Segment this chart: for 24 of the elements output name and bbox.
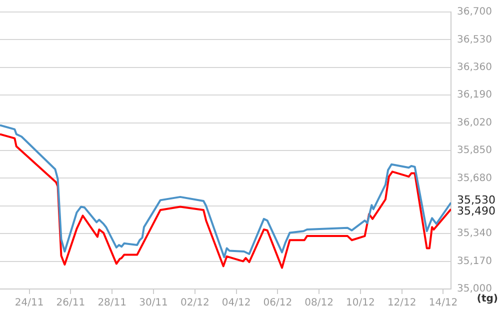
x-tick-label: 28/11 [98, 298, 127, 309]
x-tick-label: 12/12 [387, 298, 416, 309]
x-tick-label: 30/11 [139, 298, 168, 309]
x-tick-label: 24/11 [14, 298, 44, 309]
y-tick-label: 35,680 [457, 172, 492, 184]
x-tick-label: 10/12 [346, 298, 375, 309]
x-axis-title: (tg) [476, 294, 498, 305]
y-tick-label: 35,170 [457, 256, 492, 267]
x-tick-label: 02/12 [180, 298, 210, 309]
y-tick-label: 35,850 [457, 145, 492, 156]
annotation: 35,530 [457, 193, 496, 206]
x-tick-label: 14/12 [428, 298, 458, 309]
annotation: 35,490 [457, 204, 496, 218]
y-tick-label: 35,340 [457, 228, 492, 240]
y-tick-label: 36,530 [457, 34, 492, 46]
y-tick-label: 36,700 [457, 6, 492, 18]
x-tick-label: 04/12 [222, 298, 251, 309]
x-tick-label: 06/12 [263, 298, 292, 309]
y-tick-label: 35,000 [457, 284, 492, 295]
x-tick-label: 08/12 [304, 298, 334, 309]
y-tick-label: 36,360 [457, 62, 492, 73]
x-tick-label: 26/11 [56, 298, 86, 309]
y-tick-label: 36,020 [457, 117, 492, 128]
y-tick-label: 36,190 [457, 90, 492, 101]
